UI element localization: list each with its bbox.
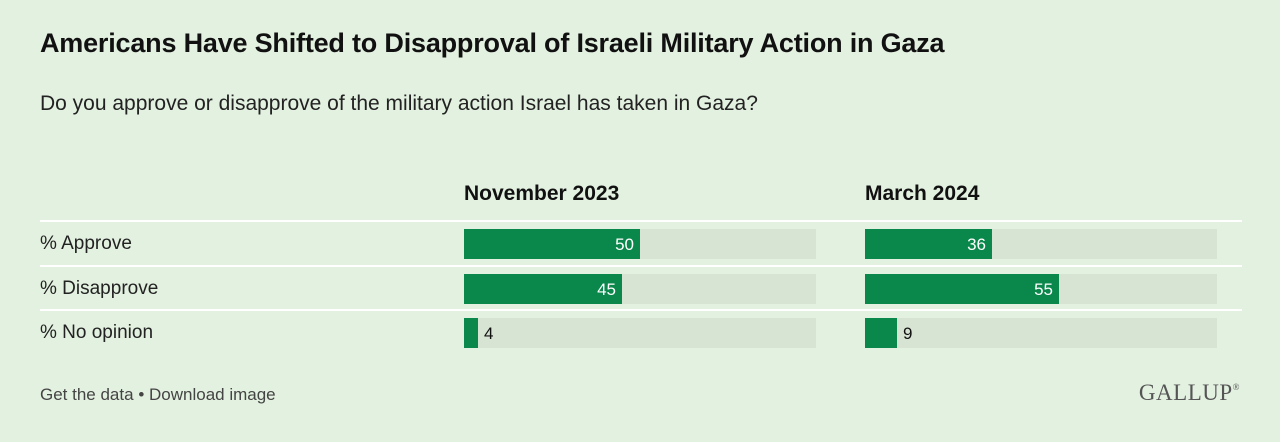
- bar-track-1-2: 9: [865, 318, 1217, 348]
- chart-title: Americans Have Shifted to Disapproval of…: [40, 28, 945, 58]
- footer-links: Get the data • Download image: [40, 385, 276, 405]
- row-divider-0: [40, 220, 1242, 222]
- download-image-link[interactable]: Download image: [149, 385, 276, 404]
- bar-value-label-0-2: 4: [484, 324, 494, 343]
- bar-value-label-1-2: 9: [903, 324, 913, 343]
- category-label-1: % Disapprove: [40, 278, 159, 299]
- bar-0-1[interactable]: [464, 274, 622, 304]
- bar-0-2[interactable]: [464, 318, 478, 348]
- bar-track-1-1: 55: [865, 274, 1217, 304]
- gallup-logo-text: GALLUP: [1138, 380, 1233, 405]
- bar-0-0[interactable]: [464, 229, 640, 259]
- registered-mark: ®: [1232, 382, 1240, 392]
- get-data-link[interactable]: Get the data: [40, 385, 134, 404]
- bar-1-1[interactable]: [865, 274, 1059, 304]
- series-heading-1: March 2024: [865, 182, 980, 205]
- bar-value-label-0-0: 50: [615, 235, 634, 254]
- bar-1-0[interactable]: [865, 229, 992, 259]
- bar-value-label-1-0: 36: [967, 235, 986, 254]
- category-label-0: % Approve: [40, 233, 132, 254]
- bar-track-1-0: 36: [865, 229, 1217, 259]
- bar-value-label-0-1: 45: [597, 280, 616, 299]
- chart-subtitle: Do you approve or disapprove of the mili…: [40, 92, 758, 115]
- bar-track-0-0: 50: [464, 229, 816, 259]
- bar-value-label-1-1: 55: [1034, 280, 1053, 299]
- gallup-logo: GALLUP®: [1139, 380, 1240, 406]
- category-label-2: % No opinion: [40, 322, 154, 343]
- bar-1-2[interactable]: [865, 318, 897, 348]
- bar-track-0-2: 4: [464, 318, 816, 348]
- row-divider-1: [40, 265, 1242, 267]
- series-heading-0: November 2023: [464, 182, 620, 205]
- row-divider-2: [40, 309, 1242, 311]
- bar-track-0-1: 45: [464, 274, 816, 304]
- footer-separator: •: [138, 385, 145, 404]
